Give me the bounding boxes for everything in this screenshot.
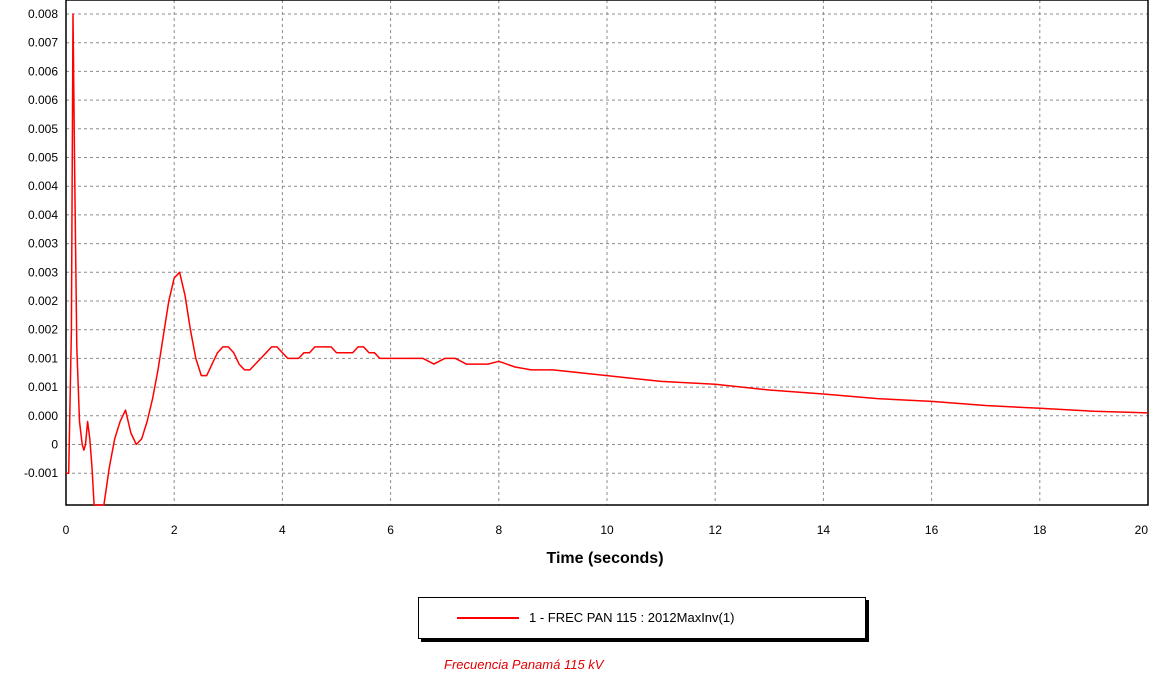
y-tick-label: 0.005: [28, 151, 58, 165]
x-axis: 0 2 4 6 8 10 12 14 16 18 20: [63, 523, 1149, 537]
y-tick-label: -0.001: [24, 466, 58, 480]
y-tick-label: 0.007: [28, 36, 58, 50]
y-tick-label: 0.000: [28, 409, 58, 423]
line-chart: 0.008 0.007 0.006 0.006 0.005 0.005 0.004 0.004…: [24, 0, 1149, 567]
x-tick-label: 10: [600, 523, 614, 537]
x-tick-label: 20: [1135, 523, 1149, 537]
x-tick-label: 8: [495, 523, 502, 537]
legend: 1 - FREC PAN 115 : 2012MaxInv(1): [418, 597, 866, 639]
x-tick-label: 18: [1033, 523, 1047, 537]
plot-area: [65, 0, 1149, 506]
y-tick-label: 0.001: [28, 380, 58, 394]
legend-swatch: [457, 617, 519, 619]
x-tick-label: 12: [709, 523, 723, 537]
y-tick-label: 0.008: [28, 7, 58, 21]
x-tick-label: 4: [279, 523, 286, 537]
y-tick-label: 0.005: [28, 122, 58, 136]
y-axis: 0.008 0.007 0.006 0.006 0.005 0.005 0.004 0.004…: [24, 7, 58, 480]
y-tick-label: 0: [51, 438, 58, 452]
y-tick-label: 0.003: [28, 265, 58, 279]
x-tick-label: 6: [387, 523, 394, 537]
chart-caption: Frecuencia Panamá 115 kV: [444, 657, 604, 672]
series-group: [66, 13, 1149, 506]
x-tick-label: 14: [817, 523, 831, 537]
y-tick-label: 0.004: [28, 208, 58, 222]
y-tick-label: 0.004: [28, 179, 58, 193]
y-tick-label: 0.003: [28, 237, 58, 251]
grid-lines: [66, 0, 1148, 505]
x-tick-label: 2: [171, 523, 178, 537]
series-line: [66, 13, 1149, 506]
x-tick-label: 0: [63, 523, 70, 537]
y-tick-label: 0.002: [28, 294, 58, 308]
y-tick-label: 0.006: [28, 64, 58, 78]
y-tick-label: 0.001: [28, 351, 58, 365]
x-axis-label: Time (seconds): [546, 550, 663, 567]
x-tick-label: 16: [925, 523, 939, 537]
y-tick-label: 0.006: [28, 93, 58, 107]
y-tick-label: 0.002: [28, 323, 58, 337]
legend-entry: 1 - FREC PAN 115 : 2012MaxInv(1): [529, 610, 735, 625]
